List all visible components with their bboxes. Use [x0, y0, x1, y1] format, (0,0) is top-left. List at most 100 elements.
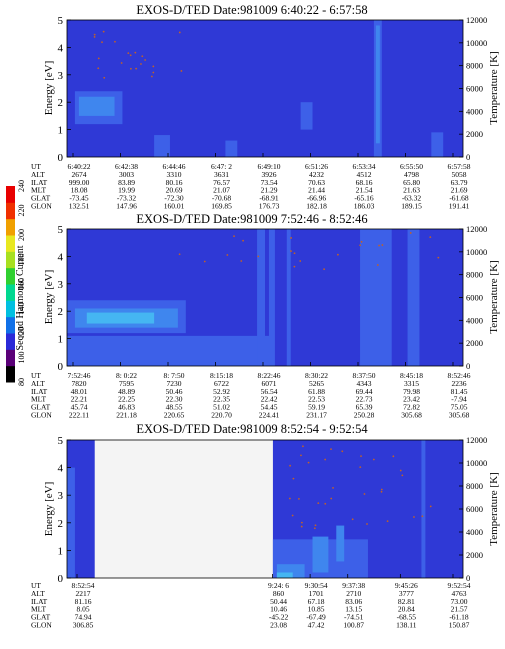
table-cell: -68.55: [397, 613, 417, 622]
temperature-point: [134, 51, 137, 54]
temperature-point: [413, 516, 415, 518]
colorbar-cell: [6, 365, 15, 383]
colorbar-tick-label: 200: [17, 229, 26, 241]
table-cell: 250.28: [354, 411, 375, 420]
spectrogram-panel-3: EXOS-D/TED Date:981009 8:52:54 - 9:52:54…: [31, 422, 500, 630]
table-cell: 21.69: [451, 186, 468, 195]
table-cell: 76.57: [213, 178, 230, 187]
y2-tick-label: 2000: [466, 550, 483, 560]
colorbar-tick-label: 240: [17, 180, 26, 192]
temperature-point: [102, 30, 105, 33]
table-cell: 305.68: [449, 411, 470, 420]
table-cell: 147.96: [116, 202, 137, 211]
table-cell: -70.68: [212, 194, 232, 203]
y-axis-label: Energy [eV]: [43, 482, 55, 536]
temperature-point: [300, 454, 302, 457]
table-cell: 47.42: [308, 621, 325, 630]
temperature-point: [178, 253, 181, 256]
table-cell: 8:22:46: [258, 371, 281, 380]
temperature-point: [299, 260, 302, 262]
table-cell: 4798: [404, 170, 419, 179]
table-cell: 3310: [167, 170, 182, 179]
table-cell: 22.25: [118, 395, 135, 404]
table-cell: 69.44: [356, 387, 373, 396]
table-cell: 23.08: [270, 621, 287, 630]
y2-tick-label: 8000: [466, 481, 483, 491]
y2-tick-label: 10000: [466, 38, 487, 48]
temperature-point: [290, 237, 293, 239]
table-cell: -45.22: [269, 613, 289, 622]
table-cell: 186.03: [354, 202, 375, 211]
temperature-point: [144, 59, 147, 61]
row-label: ALT: [31, 589, 45, 598]
table-cell: 6:49:10: [258, 162, 281, 171]
table-cell: 100.87: [343, 621, 364, 630]
table-cell: 3926: [262, 170, 277, 179]
table-cell: 45.74: [71, 403, 88, 412]
table-cell: 5058: [452, 170, 467, 179]
temperature-point: [135, 67, 138, 70]
spectrogram-region: [360, 229, 392, 366]
temperature-point: [314, 524, 317, 527]
table-cell: 4512: [357, 170, 372, 179]
table-cell: 8:30:22: [305, 371, 328, 380]
temperature-point: [380, 488, 383, 491]
table-cell: 7820: [72, 379, 87, 388]
table-cell: 4232: [309, 170, 324, 179]
table-cell: 19.99: [118, 186, 135, 195]
colorbar-tick-label: 120: [17, 327, 26, 339]
temperature-point: [330, 448, 332, 451]
y2-tick-label: 12000: [466, 15, 487, 25]
y2-tick-label: 6000: [466, 84, 483, 94]
y-tick-label: 3: [58, 279, 64, 291]
y-tick-label: 0: [58, 152, 64, 164]
temperature-point: [120, 62, 123, 64]
colorbar-tick-label: 180: [17, 254, 26, 266]
temperature-point: [93, 33, 96, 36]
y-tick-label: 2: [58, 306, 64, 318]
table-cell: 72.82: [403, 403, 420, 412]
table-cell: 80.16: [166, 178, 183, 187]
spectrogram-region: [257, 229, 265, 366]
table-cell: 5265: [309, 379, 324, 388]
temperature-point: [307, 461, 310, 464]
table-cell: 7:52:46: [68, 371, 91, 380]
spectrogram-region: [268, 229, 275, 366]
table-cell: -67.49: [306, 613, 326, 622]
spectrogram-region: [286, 229, 291, 366]
temperature-point: [337, 253, 339, 256]
table-cell: 999.00: [69, 178, 90, 187]
table-cell: 8:37:50: [353, 371, 376, 380]
table-cell: 6:55:50: [400, 162, 423, 171]
table-cell: 8:52:46: [448, 371, 471, 380]
table-cell: 23.42: [403, 395, 420, 404]
spectrogram-region: [67, 335, 273, 366]
temperature-point: [300, 521, 303, 524]
table-cell: 6:47: 2: [211, 162, 232, 171]
table-cell: 65.80: [403, 178, 420, 187]
temperature-point: [341, 450, 344, 453]
temperature-point: [324, 502, 327, 505]
table-cell: 22.30: [166, 395, 183, 404]
row-label: GLON: [31, 202, 52, 211]
temperature-point: [302, 445, 304, 448]
table-cell: 6722: [214, 379, 229, 388]
table-cell: 220.65: [164, 411, 185, 420]
y2-tick-label: 8000: [466, 270, 483, 280]
table-cell: 6071: [262, 379, 277, 388]
table-cell: 13.15: [345, 605, 362, 614]
table-cell: -73.45: [69, 194, 89, 203]
y-tick-label: 3: [58, 490, 64, 502]
y2-axis-label: Temperature [K]: [488, 51, 500, 124]
table-cell: 2236: [452, 379, 467, 388]
temperature-point: [372, 458, 375, 461]
colorbar-cell: [6, 267, 15, 285]
temperature-point: [399, 469, 402, 472]
row-label: GLAT: [31, 194, 51, 203]
y2-tick-label: 4000: [466, 315, 483, 325]
temperature-point: [366, 523, 368, 525]
temperature-point: [363, 493, 366, 495]
table-cell: 176.73: [259, 202, 280, 211]
temperature-point: [324, 458, 327, 461]
table-cell: 9:37:38: [342, 581, 365, 590]
